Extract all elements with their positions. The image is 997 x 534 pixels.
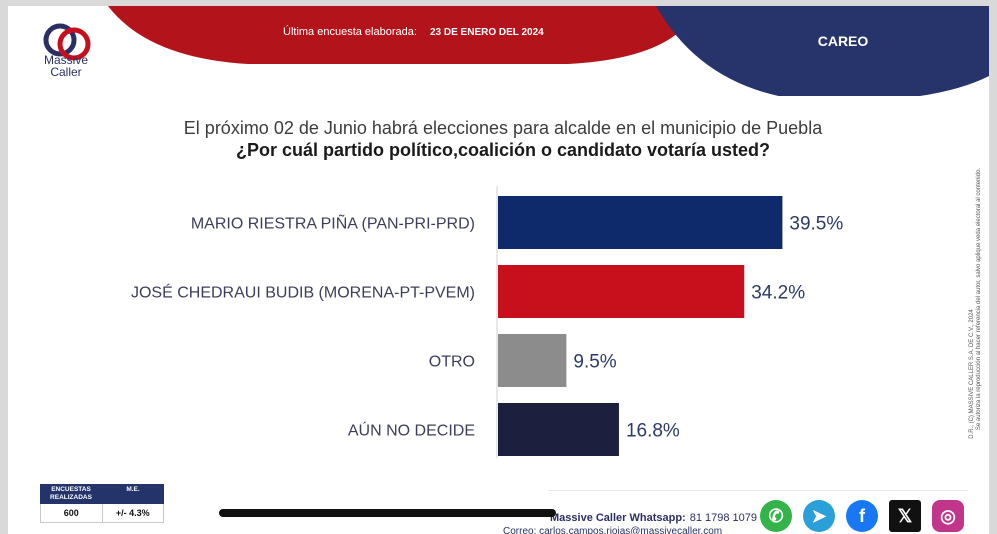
section-title: CAREO [817, 33, 869, 49]
copyright-line1: D.R., (C) MASSIVE CALLER S.A. DE C.V., 2… [969, 309, 975, 439]
social-icons: ✆ ➤ f 𝕏 ◎ [760, 500, 964, 532]
survey-date: Última encuesta elaborada: 23 DE ENERO D… [283, 26, 544, 38]
copyright-note: D.R., (C) MASSIVE CALLER S.A. DE C.V., 2… [969, 168, 982, 439]
question-main: ¿Por cuál partido político,coalición o c… [235, 140, 771, 160]
whatsapp-icon[interactable]: ✆ [760, 500, 792, 532]
scrollbar[interactable] [219, 509, 556, 517]
x-icon[interactable]: 𝕏 [889, 500, 921, 532]
category-label: JOSÉ CHEDRAUI BUDIB (MORENA-PT-PVEM) [131, 283, 475, 302]
copyright-line2: Se autoriza la reproducción al hacer ref… [976, 168, 982, 430]
category-label: AÚN NO DECIDE [348, 421, 475, 440]
question-intro: El próximo 02 de Junio habrá elecciones … [183, 118, 823, 138]
category-label: OTRO [429, 354, 475, 371]
bar [498, 403, 619, 456]
logo-text: Massive Caller [28, 54, 104, 78]
bar-chart: MARIO RIESTRA PIÑA (PAN-PRI-PRD) 39.5% JOS… [131, 186, 843, 458]
header-banner [108, 6, 989, 96]
poll-page: Massive Caller Última encuesta elaborada… [8, 6, 989, 534]
facebook-icon[interactable]: f [846, 500, 878, 532]
survey-date-label: Última encuesta elaborada: [283, 26, 417, 38]
stats-table: ENCUESTAS REALIZADAS M.E. 600 +/- 4.3% [40, 484, 164, 534]
whatsapp-contact: Massive Caller Whatsapp: 81 1798 1079 [550, 512, 757, 524]
instagram-icon[interactable]: ◎ [932, 500, 964, 532]
category-label: MARIO RIESTRA PIÑA (PAN-PRI-PRD) [191, 213, 475, 233]
bar [498, 334, 567, 387]
footer-divider [548, 490, 968, 491]
stats-header-me: M.E. [126, 486, 140, 493]
whatsapp-label: Massive Caller Whatsapp: [550, 512, 686, 524]
value-label: 39.5% [789, 214, 843, 235]
logo-line2: Caller [50, 65, 82, 79]
value-label: 9.5% [573, 352, 616, 373]
email-contact: Correo: carlos.campos.riojas@massivecall… [503, 526, 723, 534]
stats-me-value: +/- 4.3% [115, 508, 150, 518]
telegram-icon[interactable]: ➤ [803, 500, 835, 532]
logo-icon [43, 23, 91, 61]
whatsapp-number: 81 1798 1079 [689, 512, 758, 524]
bar [498, 265, 745, 318]
survey-date-value: 23 DE ENERO DEL 2024 [429, 27, 544, 38]
bar [498, 196, 783, 249]
value-label: 34.2% [751, 283, 805, 304]
stats-header-surveys: ENCUESTAS REALIZADAS [50, 486, 92, 501]
logo-line1: Massive [43, 53, 88, 67]
stats-surveys-value: 600 [41, 504, 103, 522]
value-label: 16.8% [626, 421, 680, 442]
